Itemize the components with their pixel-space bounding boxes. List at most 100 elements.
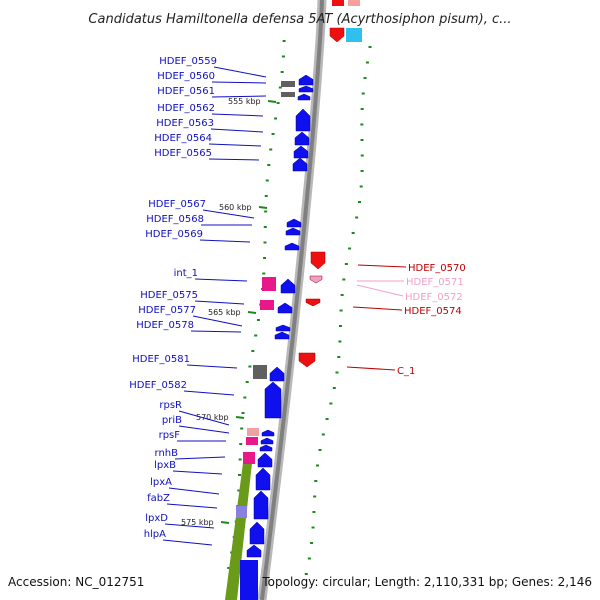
label-leader-line	[190, 330, 242, 333]
gc-dot	[348, 247, 352, 250]
kbp-tick-label: 555 kbp	[228, 97, 261, 106]
reverse-gene-glyph	[348, 0, 360, 6]
kbp-tick-mark	[267, 100, 277, 103]
label-leader-line	[211, 113, 264, 117]
gc-dot	[238, 458, 242, 461]
gc-dot	[269, 148, 273, 151]
gc-dot	[355, 216, 359, 219]
gc-dot	[251, 350, 255, 352]
forward-gene-glyph	[298, 74, 314, 86]
gene-label-right: HDEF_0572	[405, 292, 463, 303]
gc-dot	[237, 489, 241, 492]
kbp-tick-label: 570 kbp	[196, 413, 229, 422]
forward-gene-glyph	[255, 467, 271, 491]
kbp-tick-mark	[258, 206, 268, 209]
gc-dot	[342, 278, 346, 281]
label-leader-line	[178, 410, 230, 426]
gc-dot	[337, 356, 341, 358]
gc-dot	[263, 241, 267, 244]
label-leader-line	[202, 209, 255, 219]
label-leader-line	[211, 81, 267, 84]
gene-label-left: rpsF	[159, 430, 181, 441]
kbp-tick-label: 565 kbp	[208, 308, 241, 317]
gc-dot	[241, 412, 245, 414]
label-leader-line	[162, 539, 213, 546]
gc-dot	[256, 319, 260, 321]
gc-dot	[282, 40, 286, 42]
gc-dot	[271, 133, 275, 135]
pseudo-gene-glyph	[281, 81, 295, 87]
gc-dot	[318, 449, 322, 451]
gene-label-left: lpxB	[154, 460, 176, 471]
label-leader-line	[199, 239, 251, 243]
gc-dot	[314, 480, 318, 482]
forward-gene-glyph	[253, 490, 269, 520]
gene-label-right: HDEF_0574	[404, 306, 462, 317]
label-leader-line	[186, 364, 238, 369]
gc-dot	[263, 257, 267, 259]
forward-gene-glyph	[285, 227, 301, 236]
pseudo-gene-glyph	[253, 365, 267, 379]
forward-gene-glyph	[261, 429, 275, 437]
forward-gene-glyph	[259, 444, 273, 452]
gene-label-left: HDEF_0567	[148, 199, 206, 210]
forward-gene-glyph	[292, 157, 308, 172]
gc-dot	[263, 226, 267, 228]
rna-gene-glyph	[247, 428, 259, 436]
gene-label-left: rnhB	[155, 448, 179, 459]
forward-gene-glyph	[257, 452, 273, 468]
gc-dot	[344, 263, 348, 265]
forward-gene-glyph	[249, 521, 265, 545]
label-leader-line	[352, 306, 403, 311]
gc-dot	[321, 433, 325, 436]
gc-dot	[274, 117, 278, 120]
gc-dot	[265, 179, 269, 182]
topology-text: Topology: circular; Length: 2,110,331 bp…	[261, 575, 592, 589]
gc-dot	[264, 210, 268, 213]
gc-dot	[313, 495, 317, 498]
label-leader-line	[172, 470, 223, 475]
kbp-tick-mark	[220, 521, 230, 524]
forward-gene-glyph	[284, 242, 300, 251]
gc-dot	[360, 123, 364, 126]
rrna-operon-track	[225, 463, 252, 600]
reverse-gene-glyph	[298, 352, 316, 368]
label-leader-line	[192, 315, 243, 327]
gc-dot	[243, 396, 247, 399]
forward-gene-glyph	[269, 366, 285, 382]
label-leader-line	[178, 425, 230, 434]
label-leader-line	[174, 456, 226, 460]
rna-gene-glyph	[243, 452, 255, 464]
gene-label-left: rpsR	[159, 400, 182, 411]
reverse-gene-glyph	[305, 298, 321, 307]
gc-dot	[339, 325, 343, 327]
gc-dot	[280, 71, 284, 73]
kbp-ticks: 555 kbp 560 kbp 565 kbp 570 kbp 575 kbp	[181, 97, 277, 527]
map-title: Candidatus Hamiltonella defensa 5AT (Acy…	[88, 12, 511, 27]
label-leader-line	[194, 278, 248, 282]
forward-gene-glyph	[274, 331, 290, 340]
gene-label-left: hlpA	[144, 529, 166, 540]
genome-backbone	[257, 0, 327, 600]
gc-dot	[335, 371, 339, 374]
gc-dot	[240, 427, 244, 430]
gc-dot	[357, 201, 361, 203]
gc-dot	[363, 77, 367, 79]
gc-dot	[262, 272, 266, 275]
label-leader-line	[213, 66, 267, 78]
forward-gene-glyph	[275, 324, 291, 332]
forward-gene-glyph	[286, 218, 302, 228]
gc-dot	[361, 92, 365, 95]
gene-label-right: C_1	[397, 366, 415, 377]
forward-gene-glyph	[297, 93, 311, 101]
gc-dot	[307, 557, 311, 560]
gene-label-left: lpxD	[145, 513, 168, 524]
gene-label-left: HDEF_0560	[157, 71, 215, 82]
gene-label-left: priB	[162, 415, 182, 426]
reverse-gene-glyph	[332, 0, 344, 6]
gene-label-left: HDEF_0565	[154, 148, 212, 159]
label-leader-line	[166, 503, 218, 509]
gene-label-left: HDEF_0564	[154, 133, 212, 144]
gc-dot	[312, 511, 316, 513]
forward-gene-glyph	[240, 560, 258, 600]
